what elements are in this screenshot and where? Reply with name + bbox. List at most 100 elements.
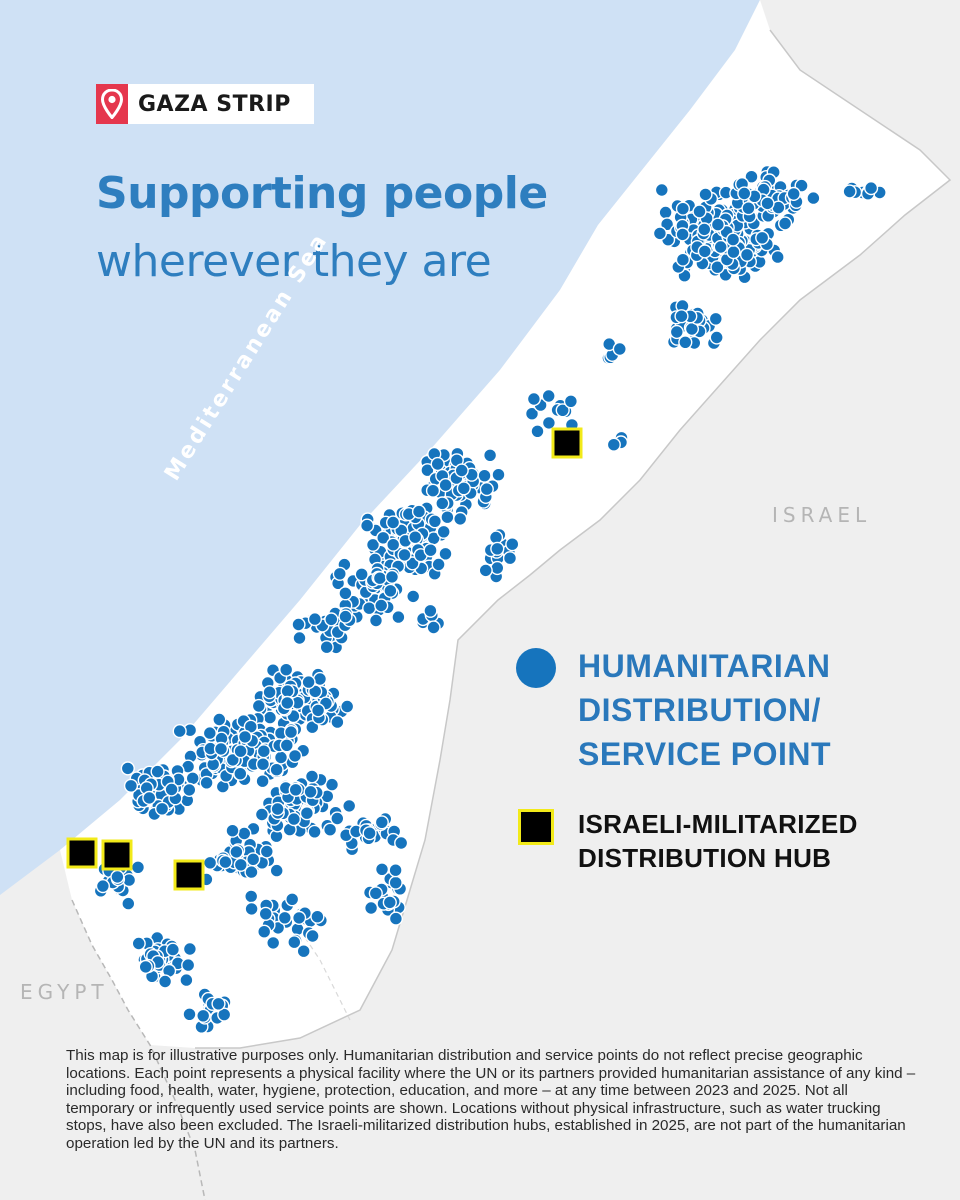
israel-label: ISRAEL — [772, 503, 872, 527]
service-point-marker — [233, 857, 248, 872]
service-point-marker — [384, 569, 400, 585]
service-point-marker — [741, 201, 756, 216]
service-point-marker — [269, 762, 284, 777]
distribution-hubs-layer — [66, 427, 583, 891]
service-point-marker — [246, 852, 261, 867]
service-point-marker — [217, 1007, 232, 1022]
service-point-marker — [280, 695, 295, 711]
service-point-marker — [526, 391, 542, 407]
service-point-marker — [212, 712, 227, 727]
service-point-marker — [254, 807, 270, 822]
service-point-marker — [324, 612, 339, 627]
service-point-marker — [770, 250, 785, 265]
service-point-marker — [304, 769, 320, 784]
badge-label: GAZA STRIP — [138, 91, 291, 117]
service-point-marker — [755, 230, 770, 245]
service-point-marker — [420, 463, 435, 478]
service-point-marker — [411, 504, 427, 519]
service-point-marker — [172, 723, 187, 739]
service-point-marker — [255, 757, 271, 772]
service-point-marker — [202, 725, 217, 741]
service-point-marker — [453, 511, 468, 527]
service-point-marker — [430, 456, 445, 472]
service-point-marker — [383, 583, 398, 598]
distribution-hub-marker — [66, 837, 98, 869]
service-point-marker — [652, 226, 668, 241]
service-point-marker — [330, 714, 345, 730]
service-point-marker — [659, 217, 675, 232]
service-point-marker — [530, 424, 545, 439]
service-point-marker — [301, 674, 316, 690]
service-point-marker — [423, 603, 438, 618]
service-point-marker — [760, 196, 775, 211]
service-point-marker — [365, 537, 381, 552]
service-point-marker — [277, 910, 292, 925]
distribution-hub-marker — [101, 839, 133, 871]
service-point-marker — [423, 543, 438, 558]
service-point-marker — [332, 566, 347, 581]
service-point-marker — [203, 855, 218, 870]
service-point-marker — [427, 514, 443, 529]
service-point-marker — [739, 247, 755, 262]
service-point-marker — [386, 515, 401, 530]
service-point-marker — [273, 750, 289, 765]
service-point-marker — [237, 729, 253, 745]
service-point-marker — [233, 744, 248, 759]
service-point-marker — [120, 761, 135, 776]
service-point-marker — [259, 844, 274, 859]
egypt-border-line — [71, 899, 206, 1200]
service-point-marker — [179, 972, 194, 988]
service-point-marker — [502, 551, 518, 566]
service-point-marker — [244, 864, 259, 880]
service-point-marker — [490, 541, 505, 556]
legend-service-point-label: HUMANITARIAN DISTRIBUTION/ SERVICE POINT — [578, 648, 832, 772]
service-point-marker — [426, 620, 441, 635]
service-point-marker — [435, 496, 450, 511]
service-point-marker — [130, 860, 146, 875]
service-point-marker — [406, 589, 421, 604]
service-point-marker — [368, 613, 384, 628]
service-point-marker — [256, 744, 271, 759]
service-point-marker — [182, 1007, 197, 1022]
service-point-marker — [218, 854, 233, 870]
service-point-marker — [296, 944, 311, 959]
service-point-marker — [258, 906, 273, 921]
service-point-marker — [438, 478, 453, 493]
distribution-hub-marker — [551, 427, 583, 459]
service-point-marker — [490, 560, 505, 576]
hub-swatch — [518, 809, 554, 845]
service-point-marker — [374, 862, 390, 877]
service-point-marker — [372, 571, 388, 586]
service-point-marker — [563, 394, 579, 409]
service-point-marker — [233, 766, 248, 781]
service-point-marker — [612, 341, 627, 357]
service-point-marker — [262, 685, 277, 700]
service-point-marker — [391, 609, 406, 625]
service-point-marker — [709, 330, 724, 345]
service-point-marker — [165, 942, 181, 957]
service-point-marker — [710, 260, 725, 275]
service-point-marker — [131, 936, 146, 951]
distribution-hub-marker — [173, 859, 205, 891]
service-point-marker — [330, 811, 345, 826]
service-point-marker — [786, 186, 801, 202]
service-point-marker — [483, 448, 498, 463]
service-point-marker — [110, 869, 125, 885]
service-point-marker — [181, 957, 196, 973]
service-point-marker — [211, 996, 226, 1011]
service-point-marker — [713, 239, 728, 255]
service-point-marker — [436, 524, 451, 539]
service-point-marker — [244, 889, 259, 904]
service-point-marker — [374, 598, 389, 613]
service-point-marker — [285, 892, 300, 907]
service-point-marker — [155, 801, 170, 816]
service-point-marker — [279, 662, 294, 677]
service-point-marker — [710, 217, 726, 232]
service-point-marker — [524, 406, 540, 421]
service-point-marker — [287, 935, 302, 950]
service-point-marker — [678, 335, 693, 350]
service-point-marker — [280, 683, 295, 699]
service-point-marker — [95, 878, 111, 894]
service-point-marker — [323, 822, 338, 837]
service-point-marker — [292, 910, 307, 926]
